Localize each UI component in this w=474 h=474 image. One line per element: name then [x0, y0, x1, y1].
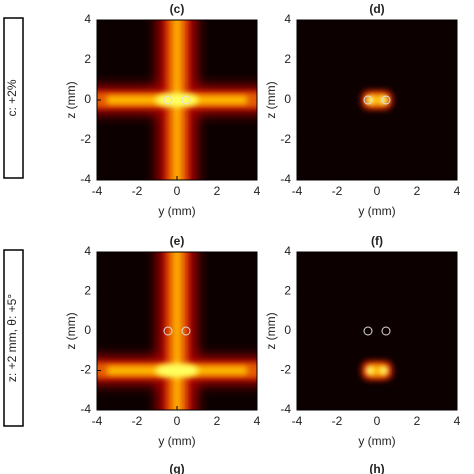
- y-tick-label: -2: [280, 132, 291, 146]
- source-marker: [363, 95, 373, 105]
- x-tick-label: 4: [254, 184, 261, 198]
- glow: [366, 96, 374, 104]
- glow: [173, 252, 181, 410]
- x-tick-label: -2: [132, 414, 143, 428]
- x-tick-label: 2: [414, 184, 421, 198]
- y-axis-label: z (mm): [64, 81, 78, 118]
- x-tick-label: 0: [374, 414, 381, 428]
- row-label: c: +2%: [5, 79, 19, 116]
- glow: [380, 96, 388, 104]
- panel-title: (h): [369, 462, 384, 474]
- x-tick-label: 2: [214, 184, 221, 198]
- panel-title: (e): [170, 234, 185, 248]
- y-axis-label: z (mm): [64, 312, 78, 349]
- intensity-map: [361, 90, 393, 110]
- x-tick-label: 4: [454, 414, 461, 428]
- y-tick-label: -2: [80, 132, 91, 146]
- source-marker: [163, 95, 173, 105]
- intensity-map: [97, 252, 257, 410]
- y-tick-label: -2: [80, 363, 91, 377]
- x-tick-label: -4: [292, 184, 303, 198]
- source-marker: [381, 326, 391, 336]
- y-tick-label: 0: [84, 323, 91, 337]
- y-tick-label: 4: [84, 244, 91, 258]
- row-box: [3, 249, 24, 427]
- glow: [155, 363, 199, 378]
- row-box: [3, 17, 24, 179]
- panel-title: (c): [170, 2, 185, 16]
- x-tick-label: 0: [374, 184, 381, 198]
- x-axis-label: y (mm): [158, 434, 195, 448]
- y-tick-label: 4: [284, 244, 291, 258]
- intensity-map: [361, 360, 393, 381]
- y-tick-label: 2: [284, 284, 291, 298]
- y-tick-label: -2: [280, 363, 291, 377]
- source-marker: [181, 95, 191, 105]
- y-tick-label: -4: [80, 402, 91, 416]
- x-tick-label: 0: [174, 184, 181, 198]
- y-tick-label: 4: [284, 12, 291, 26]
- y-tick-label: -4: [280, 172, 291, 186]
- x-axis-label: y (mm): [158, 204, 195, 218]
- panel-title: (g): [169, 462, 184, 474]
- source-marker: [363, 326, 373, 336]
- x-tick-label: -2: [332, 184, 343, 198]
- glow: [366, 366, 374, 375]
- y-tick-label: -4: [280, 402, 291, 416]
- x-axis-label: y (mm): [358, 434, 395, 448]
- y-tick-label: 0: [284, 92, 291, 106]
- x-axis-label: y (mm): [358, 204, 395, 218]
- source-marker: [381, 95, 391, 105]
- y-tick-label: 2: [284, 52, 291, 66]
- x-tick-label: -4: [292, 414, 303, 428]
- x-tick-label: 4: [254, 414, 261, 428]
- x-tick-label: 2: [414, 414, 421, 428]
- y-tick-label: 0: [84, 92, 91, 106]
- plot-background: [297, 252, 457, 410]
- y-tick-label: -4: [80, 172, 91, 186]
- y-axis-label: z (mm): [264, 81, 278, 118]
- glow: [380, 366, 388, 375]
- y-axis-label: z (mm): [264, 312, 278, 349]
- row-label: z: +2 mm, θ: +5°: [5, 294, 19, 382]
- y-tick-label: 4: [84, 12, 91, 26]
- x-tick-label: 2: [214, 414, 221, 428]
- y-tick-label: 2: [84, 284, 91, 298]
- y-tick-label: 2: [84, 52, 91, 66]
- panel-title: (f): [371, 234, 383, 248]
- x-tick-label: 0: [174, 414, 181, 428]
- x-tick-label: 4: [454, 184, 461, 198]
- source-marker: [181, 326, 191, 336]
- x-tick-label: -4: [92, 414, 103, 428]
- x-tick-label: -2: [132, 184, 143, 198]
- x-tick-label: -4: [92, 184, 103, 198]
- x-tick-label: -2: [332, 414, 343, 428]
- y-tick-label: 0: [284, 323, 291, 337]
- glow: [155, 93, 199, 107]
- panel-title: (d): [369, 2, 384, 16]
- source-marker: [163, 326, 173, 336]
